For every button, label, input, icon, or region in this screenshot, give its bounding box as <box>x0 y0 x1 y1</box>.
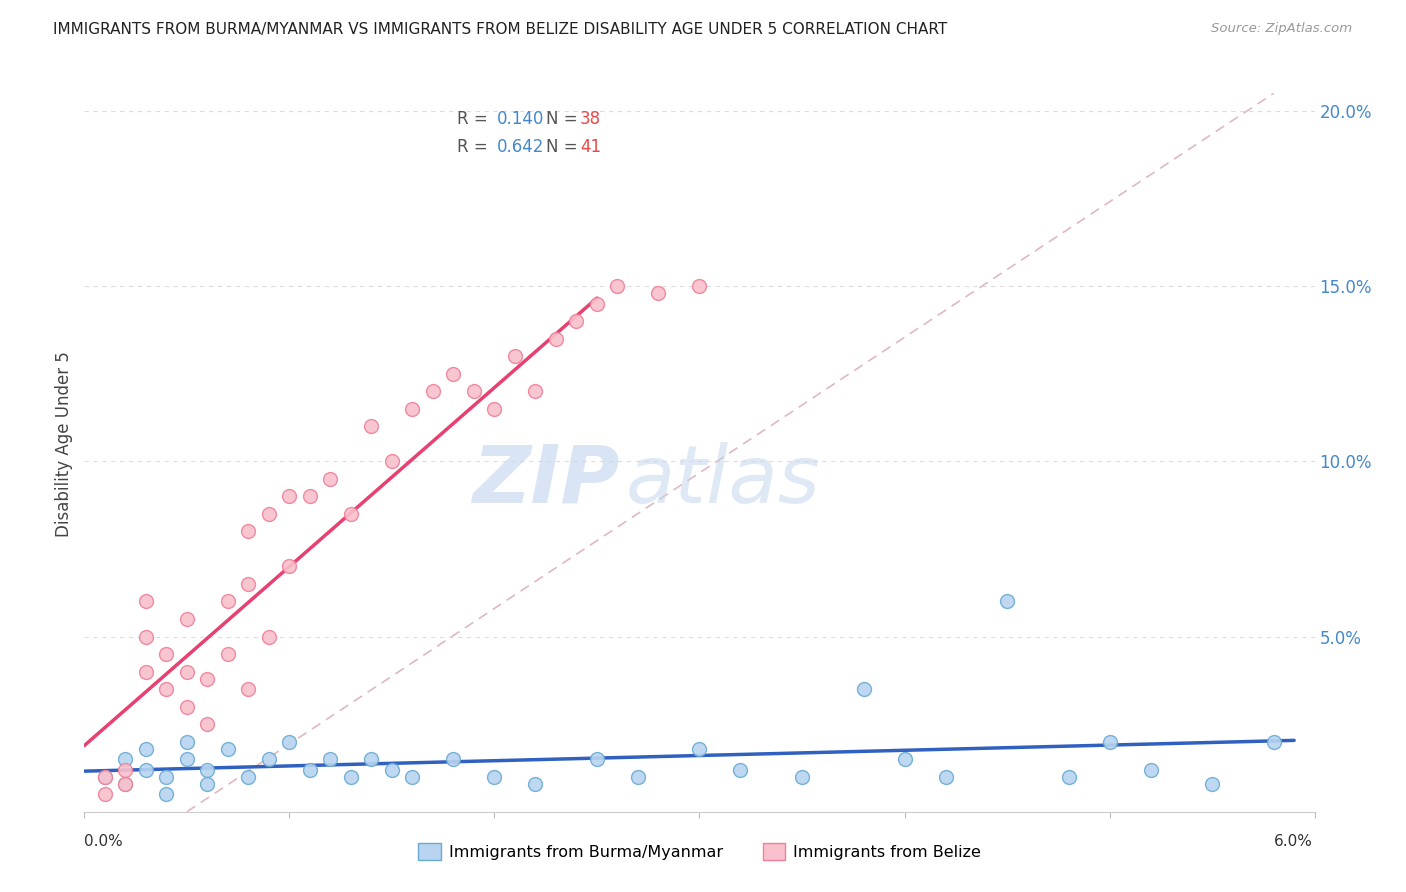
Point <box>176 734 198 748</box>
Point <box>114 777 136 791</box>
Point <box>1201 777 1223 791</box>
Point <box>893 752 915 766</box>
Point <box>176 665 198 679</box>
Point <box>524 384 547 399</box>
Point <box>319 752 342 766</box>
Text: 38: 38 <box>581 110 602 128</box>
Point <box>238 577 260 591</box>
Point <box>135 741 157 756</box>
Text: 41: 41 <box>581 138 602 156</box>
Point <box>176 699 198 714</box>
Point <box>443 752 465 766</box>
Point <box>176 612 198 626</box>
Text: R =: R = <box>457 110 494 128</box>
Point <box>94 770 117 784</box>
Text: 0.642: 0.642 <box>496 138 544 156</box>
Point <box>238 681 260 696</box>
Point <box>114 752 136 766</box>
Point <box>422 384 444 399</box>
Text: atlas: atlas <box>626 442 821 519</box>
Point <box>298 763 321 777</box>
Point <box>360 752 382 766</box>
Point <box>586 296 609 310</box>
Point <box>238 524 260 539</box>
Point <box>94 787 117 801</box>
Point <box>319 472 342 486</box>
Point <box>238 770 260 784</box>
Point <box>340 507 363 521</box>
Text: N =: N = <box>546 138 582 156</box>
Point <box>257 507 280 521</box>
Point <box>995 594 1018 608</box>
Point <box>155 681 177 696</box>
Text: R =: R = <box>457 138 494 156</box>
Point <box>401 401 423 416</box>
Point <box>135 594 157 608</box>
Text: 0.0%: 0.0% <box>84 834 124 849</box>
Point <box>155 647 177 661</box>
Point <box>298 489 321 503</box>
Point <box>544 332 567 346</box>
Point <box>381 763 404 777</box>
Text: ZIP: ZIP <box>472 442 620 519</box>
Point <box>114 777 136 791</box>
Point <box>565 314 588 328</box>
Point <box>1263 734 1285 748</box>
Point <box>484 770 506 784</box>
Point <box>135 763 157 777</box>
Point <box>278 734 301 748</box>
Y-axis label: Disability Age Under 5: Disability Age Under 5 <box>55 351 73 537</box>
Point <box>935 770 957 784</box>
Point <box>114 763 136 777</box>
Point <box>197 777 219 791</box>
Point <box>155 787 177 801</box>
Point <box>197 763 219 777</box>
Point <box>1057 770 1080 784</box>
Point <box>606 279 628 293</box>
Point <box>135 665 157 679</box>
Point <box>135 630 157 644</box>
Point <box>443 367 465 381</box>
Point <box>155 770 177 784</box>
Point <box>401 770 423 784</box>
Point <box>647 286 669 301</box>
Point <box>689 279 711 293</box>
Point <box>381 454 404 468</box>
Point <box>503 349 526 363</box>
Text: IMMIGRANTS FROM BURMA/MYANMAR VS IMMIGRANTS FROM BELIZE DISABILITY AGE UNDER 5 C: IMMIGRANTS FROM BURMA/MYANMAR VS IMMIGRA… <box>53 22 948 37</box>
Point <box>360 419 382 434</box>
Point <box>257 630 280 644</box>
Point <box>689 741 711 756</box>
Text: Source: ZipAtlas.com: Source: ZipAtlas.com <box>1212 22 1353 36</box>
Point <box>197 717 219 731</box>
Text: 0.140: 0.140 <box>496 110 544 128</box>
Point <box>627 770 650 784</box>
Point <box>1139 763 1161 777</box>
Point <box>217 647 239 661</box>
Point <box>197 672 219 686</box>
Legend: Immigrants from Burma/Myanmar, Immigrants from Belize: Immigrants from Burma/Myanmar, Immigrant… <box>412 837 987 866</box>
Point <box>278 559 301 574</box>
Text: N =: N = <box>546 110 582 128</box>
Point <box>1098 734 1121 748</box>
Point <box>790 770 813 784</box>
Point <box>463 384 485 399</box>
Point <box>257 752 280 766</box>
Point <box>278 489 301 503</box>
Point <box>176 752 198 766</box>
Point <box>586 752 609 766</box>
Point <box>340 770 363 784</box>
Point <box>852 681 875 696</box>
Point <box>217 594 239 608</box>
Point <box>524 777 547 791</box>
Point <box>484 401 506 416</box>
Text: 6.0%: 6.0% <box>1274 834 1313 849</box>
Point <box>730 763 752 777</box>
Point <box>94 770 117 784</box>
Point <box>217 741 239 756</box>
